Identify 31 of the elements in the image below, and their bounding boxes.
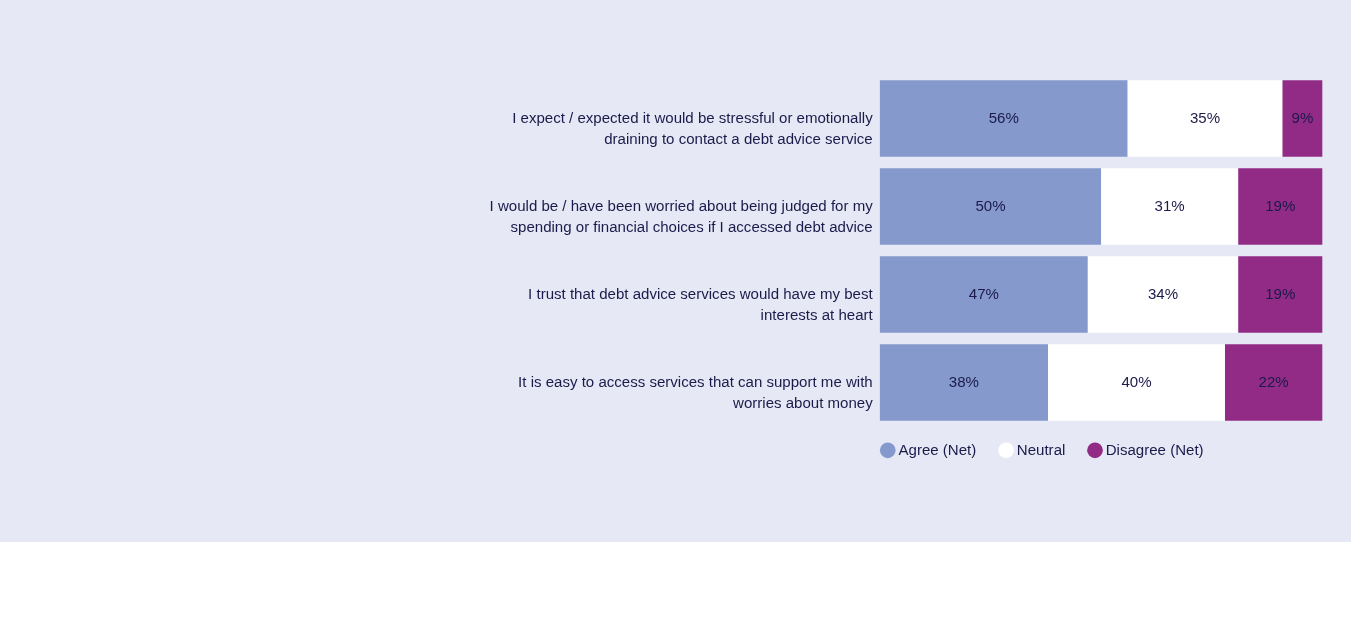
bar [1101,168,1239,245]
data-label: 9% [1291,108,1314,126]
data-label: 19% [1265,196,1296,214]
data-label: 34% [1147,284,1179,302]
data-label: 22% [1258,372,1289,390]
data-label: 31% [1154,196,1185,214]
y-tick-label: I trust that debt advice services would have my best interests at heart [528,284,874,323]
y-tick-label: I would be / have been worried about being judged for my spending or financial choices if I accessed debt advice [489,196,874,235]
bar [879,344,1048,421]
bar [1048,344,1225,421]
legend-label: Disagree (Net) [1105,440,1204,458]
data-label: 50% [975,196,1006,214]
bar [879,80,1128,157]
bar [1087,256,1239,333]
legend-label: Agree (Net) [898,440,977,458]
bar [879,256,1088,333]
y-tick-label: It is easy to access services that can support me with worries about money [518,372,874,411]
data-label: 38% [948,372,979,390]
data-label: 40% [1121,372,1152,390]
data-label: 56% [988,108,1019,126]
bar [1238,256,1323,333]
bar [879,168,1102,245]
data-label: 35% [1190,108,1221,126]
bar [1127,80,1283,157]
bar [1282,80,1323,157]
y-tick-label: I expect / expected it would be stressful or emotionally draining to contact a debt advice service [512,108,874,147]
data-label: 19% [1265,284,1296,302]
legend-label: Neutral [1016,440,1066,458]
bar [1238,168,1323,245]
data-label: 47% [968,284,999,302]
bar [1224,344,1323,421]
